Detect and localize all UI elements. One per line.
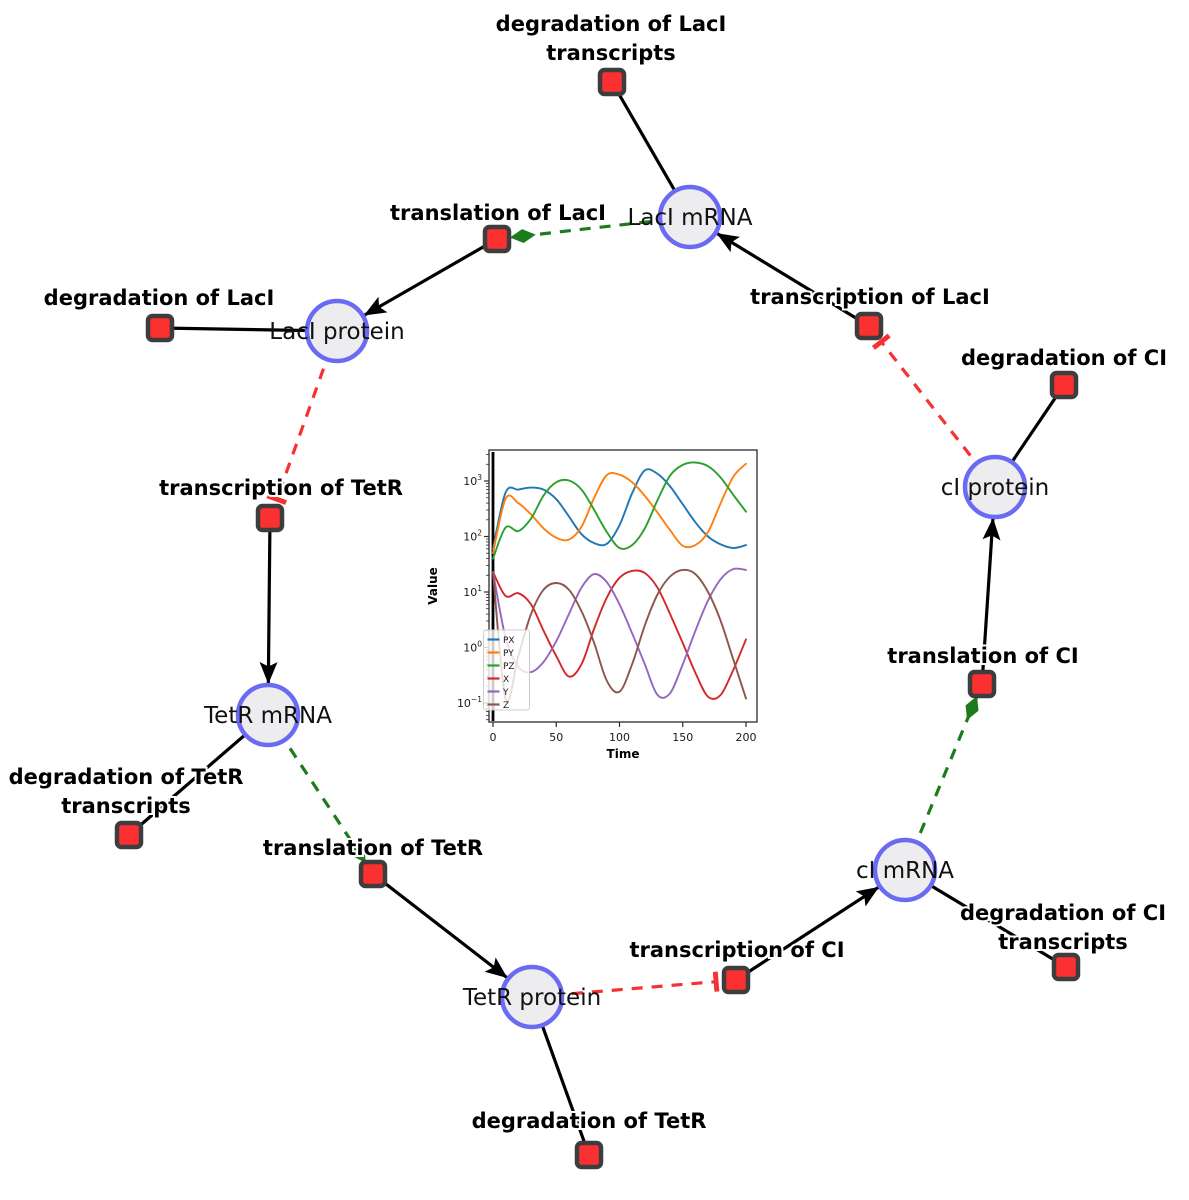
legend-label-X: X <box>503 675 509 685</box>
reaction-node-deg_laci[interactable] <box>145 313 175 343</box>
species-label-laci_protein: LacI protein <box>269 319 404 345</box>
reaction-node-transcription_tetr[interactable] <box>255 503 285 533</box>
y-tick-label: 10−1 <box>457 695 482 710</box>
series-PX <box>492 468 747 550</box>
species-label-ci_protein: cI protein <box>941 475 1050 501</box>
reaction-node-transcription_laci[interactable] <box>854 311 884 341</box>
reaction-label-translation_laci: translation of LacI <box>390 201 606 225</box>
y-tick-label: 100 <box>463 640 482 655</box>
reaction-node-deg_laci_tx[interactable] <box>597 67 627 97</box>
legend-label-PY: PY <box>503 649 514 659</box>
reaction-label-translation_tetr: translation of TetR <box>263 836 483 860</box>
reaction-label-deg_tetr: degradation of TetR <box>472 1109 707 1133</box>
edge-transcription_laci-laci_mrna <box>715 231 870 328</box>
reaction-node-transcription_ci[interactable] <box>721 965 751 995</box>
species-node-laci_protein[interactable] <box>304 298 370 364</box>
x-tick-label: 100 <box>609 731 630 744</box>
edge-translation_tetr-tetr_protein <box>372 872 509 980</box>
species-label-tetr_protein: TetR protein <box>462 985 601 1011</box>
edge-transcription_tetr-tetr_mrna <box>259 517 278 685</box>
legend-label-Y: Y <box>502 688 509 698</box>
legend-label-PZ: PZ <box>503 662 515 672</box>
reaction-label-transcription_tetr: transcription of TetR <box>159 476 403 500</box>
edge-translation_laci-laci_protein <box>363 237 498 317</box>
species-node-ci_protein[interactable] <box>962 454 1028 520</box>
reaction-label-transcription_ci: transcription of CI <box>629 938 844 962</box>
x-axis-title: Time <box>607 747 640 761</box>
y-tick-label: 102 <box>463 529 482 544</box>
species-node-laci_mrna[interactable] <box>657 184 723 250</box>
legend-label-PX: PX <box>503 636 515 646</box>
label-layer: degradation of LacI transcripts translatio… <box>7 10 1169 1135</box>
species-node-ci_mrna[interactable] <box>872 837 938 903</box>
reaction-label-deg_ci_tx: degradation of CI transcripts <box>960 901 1166 954</box>
reaction-node-translation_laci[interactable] <box>482 224 512 254</box>
y-tick-label: 103 <box>463 473 482 488</box>
series-Y <box>492 567 747 699</box>
legend-box <box>483 629 530 711</box>
y-tick-label: 101 <box>463 584 482 599</box>
species-label-ci_mrna: cI mRNA <box>856 858 954 884</box>
x-tick-label: 0 <box>490 731 497 744</box>
x-tick-label: 200 <box>736 731 757 744</box>
reaction-label-deg_laci: degradation of LacI <box>44 286 275 310</box>
x-tick-label: 150 <box>672 731 693 744</box>
edge-transcription_ci-ci_mrna <box>735 885 880 982</box>
reaction-node-deg_ci[interactable] <box>1049 370 1079 400</box>
reaction-node-deg_ci_tx[interactable] <box>1051 952 1081 982</box>
species-label-tetr_mrna: TetR mRNA <box>203 703 332 729</box>
chart-series-group <box>492 461 747 703</box>
chart-legend: PX PY PZ XYZ <box>483 629 530 711</box>
reaction-node-deg_tetr[interactable] <box>574 1140 604 1170</box>
reaction-node-translation_tetr[interactable] <box>358 859 388 889</box>
species-label-laci_mrna: LacI mRNA <box>628 205 753 231</box>
series-PY <box>492 462 747 555</box>
species-node-tetr_mrna[interactable] <box>235 682 301 748</box>
inset-chart: 0 50 100 150 200Time10−1100101102103ValuePXP… <box>426 449 758 761</box>
node-layer <box>114 67 1081 1170</box>
reaction-node-translation_ci[interactable] <box>967 669 997 699</box>
chart-frame <box>488 449 758 723</box>
reaction-node-deg_tetr_tx[interactable] <box>114 820 144 850</box>
reaction-label-deg_ci: degradation of CI <box>961 346 1167 370</box>
y-axis-title: Value <box>426 567 440 605</box>
reaction-label-deg_laci_tx: degradation of LacI transcripts <box>496 12 727 65</box>
edge-translation_ci-ci_protein <box>980 517 1001 685</box>
reaction-label-deg_tetr_tx: degradation of TetR transcripts <box>9 765 244 818</box>
reaction-label-translation_ci: translation of CI <box>887 644 1078 668</box>
legend-label-Z: Z <box>503 701 509 711</box>
reaction-label-transcription_laci: transcription of LacI <box>750 285 990 309</box>
series-Z <box>492 568 747 703</box>
series-PZ <box>492 461 747 560</box>
x-tick-label: 50 <box>549 731 563 744</box>
species-node-tetr_protein[interactable] <box>499 964 565 1030</box>
series-X <box>492 569 747 700</box>
